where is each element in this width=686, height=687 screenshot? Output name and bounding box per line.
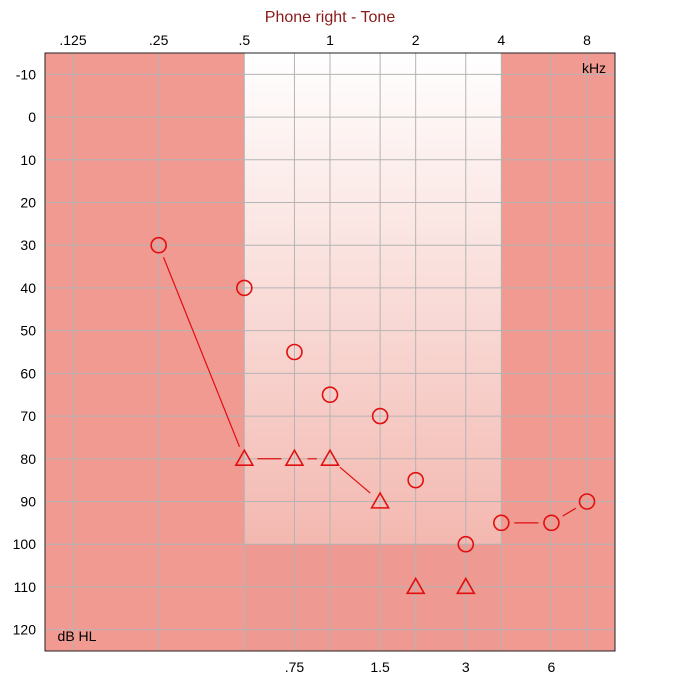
axis-tick-labels: .125 .25 .5 1 2 4 8 .75 1.5 3 6 -10 0 10 20 30 40 50 60 70 8… <box>13 32 591 675</box>
circle-marker <box>457 535 475 553</box>
circle-marker <box>371 407 389 425</box>
connector-lines <box>162 257 577 524</box>
y-tick-label: -10 <box>16 66 36 82</box>
chart-title: Phone right - Tone <box>265 9 396 26</box>
top-tick-label: .5 <box>238 32 250 48</box>
bottom-tick-label: .75 <box>285 659 305 675</box>
circle-marker <box>407 471 424 489</box>
bottom-tick-label: 1.5 <box>370 659 390 675</box>
top-tick-label: 8 <box>583 32 591 48</box>
top-tick-label: 4 <box>497 32 505 48</box>
y-tick-label: 0 <box>28 109 36 125</box>
circle-marker <box>321 386 339 404</box>
grid-lines <box>45 53 615 651</box>
y-tick-label: 10 <box>20 152 36 168</box>
top-tick-label: .25 <box>149 32 169 48</box>
triangle-marker <box>370 491 390 509</box>
connector-line <box>339 466 371 494</box>
triangle-marker <box>455 576 476 595</box>
y-tick-label: 60 <box>20 365 36 381</box>
circle-marker <box>236 279 253 297</box>
circle-marker <box>578 493 596 510</box>
y-tick-label: 70 <box>20 408 36 424</box>
y-tick-label: 120 <box>13 622 37 638</box>
shaded-region-1 <box>501 53 615 651</box>
y-tick-label: 50 <box>20 323 36 339</box>
top-tick-label: 2 <box>412 32 420 48</box>
y-unit-label: dB HL <box>58 628 97 644</box>
data-markers <box>150 236 596 595</box>
y-tick-label: 30 <box>20 237 36 253</box>
shaded-region-0 <box>45 53 245 651</box>
x-unit-label: kHz <box>582 60 606 76</box>
triangle-marker <box>320 448 340 466</box>
bottom-tick-label: 3 <box>462 659 470 675</box>
y-tick-label: 110 <box>14 579 37 595</box>
y-tick-label: 40 <box>20 280 36 296</box>
plot-frame <box>44 52 616 652</box>
circle-marker <box>543 514 560 532</box>
y-tick-label: 100 <box>13 536 37 552</box>
unshaded-band <box>244 53 502 545</box>
y-tick-label: 90 <box>20 494 36 510</box>
top-tick-label: 1 <box>326 32 334 48</box>
circle-marker <box>286 343 303 361</box>
y-tick-label: 20 <box>20 195 36 211</box>
top-tick-label: .125 <box>59 32 86 48</box>
bottom-tick-label: 6 <box>548 659 556 675</box>
circle-marker <box>493 514 510 532</box>
triangle-marker <box>234 448 255 466</box>
circle-marker <box>150 236 167 254</box>
connector-line <box>562 507 577 517</box>
y-tick-label: 80 <box>20 451 36 467</box>
triangle-marker <box>284 448 305 466</box>
triangle-marker <box>405 576 426 595</box>
connector-line <box>162 257 241 447</box>
